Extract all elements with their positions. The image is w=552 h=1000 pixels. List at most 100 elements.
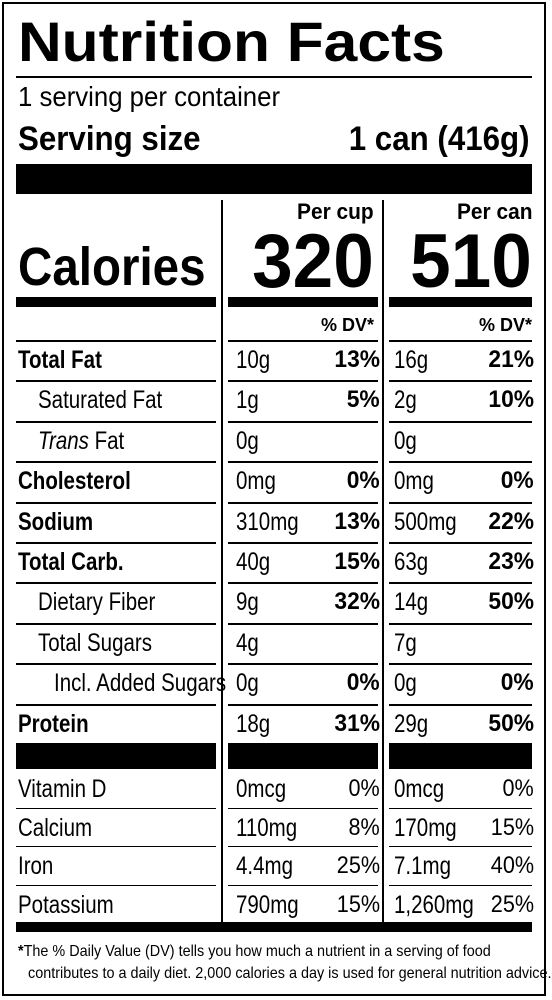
- row-rule-cup: [228, 703, 378, 706]
- row-rule-cup: [228, 622, 378, 625]
- cup-amount: 40g: [236, 548, 271, 576]
- per-can-header: Per can: [456, 199, 532, 224]
- cup-dv: 13%: [334, 507, 380, 535]
- cup-amount: 310mg: [236, 507, 299, 536]
- nutrient-name-italic: Trans: [38, 426, 89, 455]
- serving-size-label: Serving size: [18, 120, 201, 158]
- nutrient-name: Potassium: [18, 890, 114, 919]
- row-rule-cup: [228, 846, 378, 847]
- nutrient-name: Vitamin D: [18, 775, 107, 803]
- footnote-asterisk: *: [18, 943, 24, 960]
- cup-amount: 0g: [236, 426, 259, 455]
- row-rule-left: [16, 501, 216, 504]
- cup-dv: 5%: [347, 386, 380, 414]
- can-dv: 0%: [502, 775, 534, 802]
- can-dv: 10%: [488, 386, 534, 414]
- row-rule-cup: [228, 501, 378, 504]
- row-rule-left: [16, 542, 216, 544]
- row-rule-cup: [228, 807, 378, 809]
- can-amount: 16g: [394, 346, 429, 374]
- row-rule-cup: [228, 380, 378, 383]
- row-rule-left: [16, 340, 216, 342]
- row-rule-cup: [228, 420, 378, 423]
- row-rule-left: [16, 807, 216, 809]
- cup-amount: 18g: [236, 709, 271, 738]
- cup-amount: 790mg: [236, 890, 299, 919]
- cup-dv: 32%: [334, 588, 380, 616]
- can-amount: 29g: [394, 709, 429, 738]
- row-rule-can: [389, 461, 532, 464]
- row-rule-can: [389, 884, 532, 886]
- nutrient-name: Trans Fat: [38, 427, 124, 455]
- row-rule-can: [389, 340, 532, 342]
- can-dv: 22%: [488, 507, 534, 535]
- can-dv: 40%: [490, 852, 534, 879]
- cup-dv: 15%: [334, 548, 380, 575]
- nutrient-name: Calcium: [18, 813, 93, 842]
- row-rule-left: [16, 846, 216, 847]
- dv-header-cup: % DV*: [320, 315, 374, 335]
- row-rule-cup: [228, 542, 378, 544]
- column-separator-2: [382, 200, 384, 922]
- cup-amount: 0mg: [236, 467, 276, 496]
- row-rule-can: [389, 582, 532, 585]
- per-cup-header: Per cup: [297, 199, 374, 224]
- can-amount: 0mg: [394, 467, 434, 496]
- can-dv: 0%: [501, 669, 534, 697]
- label-title: Nutrition Facts: [18, 10, 445, 73]
- cup-dv: 31%: [334, 709, 380, 737]
- can-amount: 1,260mg: [394, 890, 474, 919]
- row-rule-can: [389, 501, 532, 504]
- can-dv: 23%: [488, 548, 534, 575]
- column-separator-1: [221, 200, 223, 922]
- row-rule-left: [16, 380, 216, 383]
- can-amount: 0g: [394, 669, 417, 698]
- cup-amount: 0g: [236, 669, 259, 698]
- calories-per-cup: 320: [252, 219, 374, 304]
- row-rule-can: [389, 622, 532, 625]
- row-rule-can: [389, 846, 532, 847]
- can-dv: 25%: [490, 890, 534, 918]
- calories-rule-cup: [228, 297, 378, 307]
- nutrient-name: Sodium: [18, 507, 94, 536]
- cup-dv: 15%: [336, 890, 380, 918]
- row-rule-left: [16, 582, 216, 585]
- thick-rule-top: [16, 164, 532, 194]
- row-rule-cup: [228, 663, 378, 666]
- can-amount: 7g: [394, 628, 417, 657]
- can-amount: 500mg: [394, 507, 457, 536]
- row-rule-can: [389, 703, 532, 706]
- cup-dv: 0%: [347, 467, 380, 495]
- row-rule-left: [16, 461, 216, 464]
- cup-dv: 8%: [348, 813, 380, 841]
- can-dv: 15%: [490, 813, 534, 841]
- can-amount: 170mg: [394, 813, 457, 842]
- can-dv: 21%: [488, 346, 534, 373]
- row-rule-left: [16, 622, 216, 625]
- bottom-rule: [16, 922, 532, 932]
- cup-dv: 0%: [348, 775, 380, 802]
- row-rule-cup: [228, 340, 378, 342]
- row-rule-cup: [228, 884, 378, 886]
- can-amount: 7.1mg: [394, 852, 451, 880]
- footnote-line-2: contributes to a daily diet. 2,000 calor…: [28, 965, 552, 982]
- row-rule-can: [389, 380, 532, 383]
- row-rule-cup: [228, 461, 378, 464]
- cup-amount: 9g: [236, 588, 259, 617]
- nutrient-name: Total Sugars: [38, 628, 152, 657]
- can-amount: 0g: [394, 426, 417, 455]
- cup-amount: 1g: [236, 386, 259, 415]
- row-rule-can: [389, 663, 532, 666]
- title-rule: [16, 76, 532, 78]
- nutrient-name: Cholesterol: [18, 467, 131, 496]
- can-amount: 14g: [394, 588, 429, 617]
- cup-amount: 110mg: [236, 813, 298, 842]
- row-rule-can: [389, 420, 532, 423]
- cup-dv: 13%: [334, 346, 380, 373]
- vitamin-rule-left: [16, 743, 216, 769]
- cup-dv: 25%: [336, 852, 380, 879]
- cup-amount: 4g: [236, 628, 259, 657]
- cup-amount: 4.4mg: [236, 852, 293, 880]
- row-rule-left: [16, 884, 216, 886]
